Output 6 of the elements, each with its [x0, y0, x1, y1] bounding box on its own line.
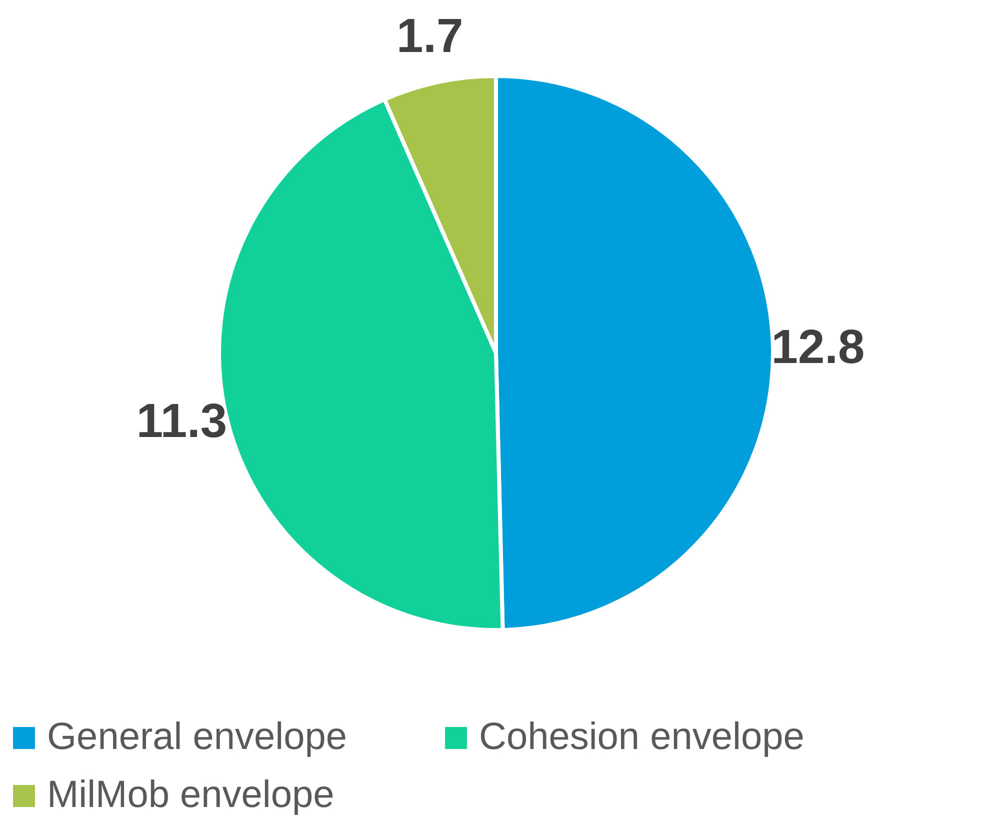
data-label: 1.7: [396, 10, 464, 63]
data-label: 12.8: [771, 321, 865, 374]
legend-label: General envelope: [47, 716, 347, 758]
data-label: 11.3: [136, 395, 228, 448]
legend-label: Cohesion envelope: [479, 716, 804, 758]
legend-label: MilMob envelope: [47, 774, 334, 816]
